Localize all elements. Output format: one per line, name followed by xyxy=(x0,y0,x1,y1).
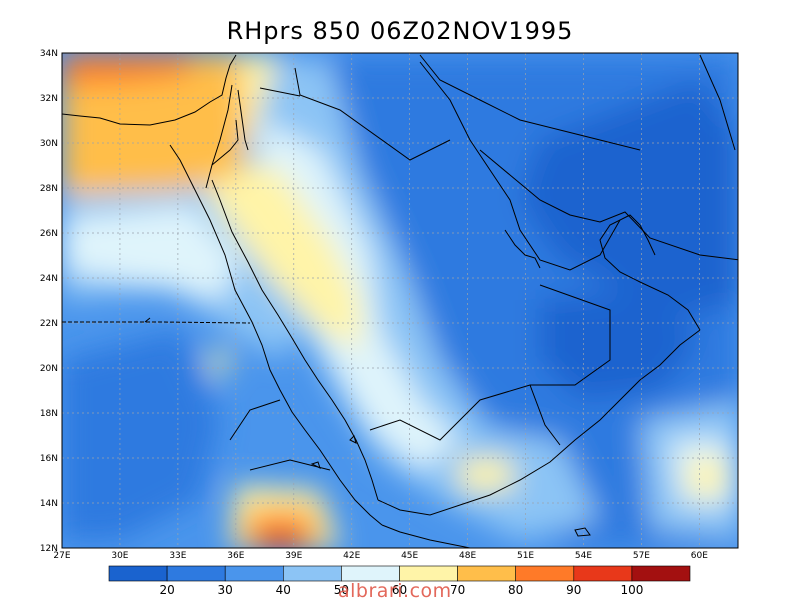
colorbar-label: 50 xyxy=(334,583,349,597)
lat-tick-label: 34N xyxy=(40,49,58,59)
colorbar-label: 20 xyxy=(159,583,174,597)
colorbar-swatch xyxy=(341,565,400,582)
colorbar-label: 100 xyxy=(620,583,643,597)
lat-tick-label: 18N xyxy=(40,409,58,419)
watermark: albrari.com xyxy=(338,580,452,602)
lon-tick-label: 27E xyxy=(53,551,70,561)
colorbar: 20 30 40 50 60 70 80 90 100 xyxy=(108,565,691,597)
colorbar-swatch xyxy=(108,565,168,582)
colorbar-label: 30 xyxy=(218,583,233,597)
colorbar-label: 70 xyxy=(450,583,465,597)
lon-tick-label: 51E xyxy=(517,551,534,561)
lat-tick-label: 22N xyxy=(40,319,58,329)
colorbar-swatch xyxy=(166,565,226,582)
colorbar-label: 90 xyxy=(566,583,581,597)
lon-tick-label: 54E xyxy=(575,551,592,561)
colorbar-swatch xyxy=(515,565,575,582)
lon-tick-label: 57E xyxy=(633,551,650,561)
colorbar-swatch xyxy=(631,565,691,582)
coastlines-and-borders xyxy=(62,54,738,548)
axis-labels: 27E 30E 33E 36E 39E 42E 45E 48E 51E 54E 57E 60E 12N 1… xyxy=(40,49,708,561)
humidity-field xyxy=(62,53,738,548)
colorbar-swatch xyxy=(282,565,342,582)
lat-tick-label: 20N xyxy=(40,364,58,374)
lon-tick-label: 36E xyxy=(227,551,244,561)
colorbar-label: 40 xyxy=(276,583,291,597)
colorbar-label: 60 xyxy=(392,583,407,597)
lon-tick-label: 60E xyxy=(691,551,708,561)
lat-tick-label: 12N xyxy=(40,544,58,554)
lon-tick-label: 45E xyxy=(401,551,418,561)
lon-tick-label: 39E xyxy=(285,551,302,561)
colorbar-label: 80 xyxy=(508,583,523,597)
colorbar-swatch xyxy=(399,565,458,582)
lat-tick-label: 16N xyxy=(40,454,58,464)
lon-tick-label: 42E xyxy=(343,551,360,561)
lon-tick-label: 48E xyxy=(459,551,476,561)
lon-tick-label: 33E xyxy=(169,551,186,561)
lat-tick-label: 26N xyxy=(40,229,58,239)
lat-tick-label: 24N xyxy=(40,274,58,284)
lat-tick-label: 32N xyxy=(40,94,58,104)
lat-tick-label: 14N xyxy=(40,499,58,509)
colorbar-swatch xyxy=(224,565,284,582)
map-frame xyxy=(61,52,739,549)
map-title: RHprs 850 06Z02NOV1995 xyxy=(226,17,574,45)
lon-tick-label: 30E xyxy=(111,551,128,561)
lat-tick-label: 30N xyxy=(40,139,58,149)
lat-tick-label: 28N xyxy=(40,184,58,194)
colorbar-swatch xyxy=(457,565,517,582)
colorbar-swatch xyxy=(573,565,633,582)
